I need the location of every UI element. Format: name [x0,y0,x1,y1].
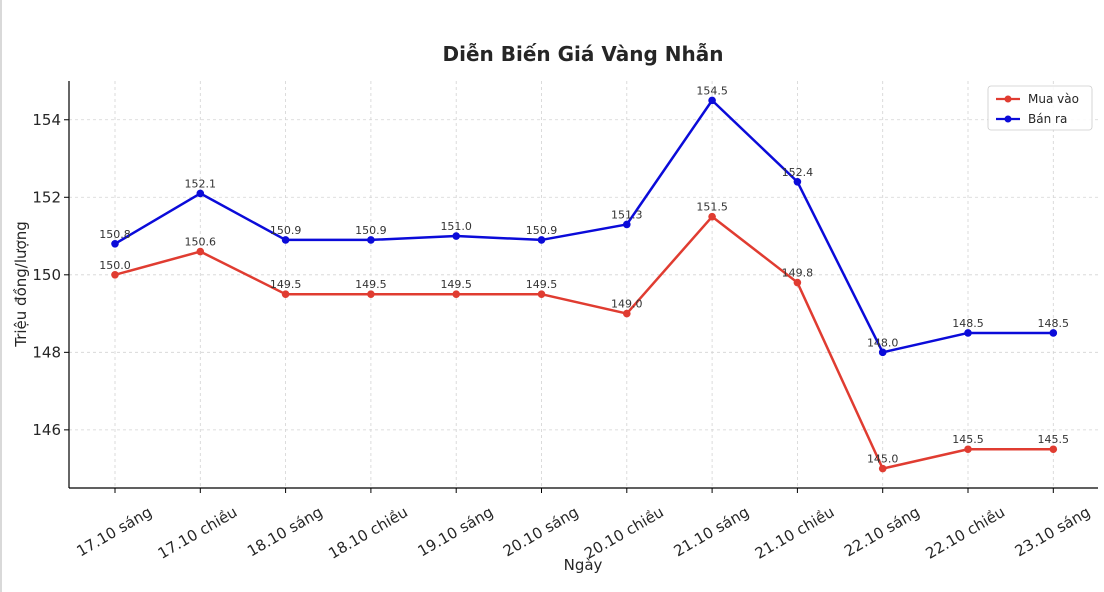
data-label-mua-vao: 145.5 [952,433,984,446]
data-label-ban-ra: 151.3 [611,208,643,221]
x-tick-label: 20.10 sáng [500,503,582,560]
data-label-mua-vao: 149.5 [355,278,387,291]
data-point-mua-vao [964,445,972,454]
data-point-mua-vao [708,212,716,221]
x-tick-label: 21.10 sáng [671,503,753,560]
y-axis-label: Triệu đồng/lượng [12,221,30,347]
data-label-ban-ra: 148.5 [1038,317,1070,330]
data-label-ban-ra: 148.0 [867,336,899,349]
x-tick-label: 18.10 chiều [325,503,411,563]
data-point-mua-vao [281,290,290,298]
chart-title: Diễn Biến Giá Vàng Nhẫn [443,42,724,66]
data-label-ban-ra: 148.5 [952,317,984,330]
data-label-ban-ra: 150.9 [270,224,302,237]
x-tick-label: 22.10 chiều [922,503,1008,563]
legend-label-mua-vao: Mua vào [1028,92,1079,106]
data-label-mua-vao: 145.0 [867,453,899,466]
data-label-mua-vao: 151.5 [696,201,728,214]
data-point-ban-ra [878,348,887,357]
data-point-ban-ra [623,220,631,229]
data-point-ban-ra [111,240,119,248]
data-point-mua-vao [537,290,546,298]
data-label-ban-ra: 150.9 [355,224,387,237]
data-label-mua-vao: 149.8 [782,267,814,280]
data-label-mua-vao: 149.5 [526,278,558,291]
legend: Mua vào Bán ra [987,85,1093,131]
data-label-ban-ra: 150.9 [526,224,558,237]
series-line-ban-ra [114,99,1054,354]
data-label-mua-vao: 149.5 [270,278,302,291]
grid-lines [69,81,1098,488]
x-tick-label: 22.10 sáng [841,503,923,560]
x-tick-label: 17.10 chiều [155,503,241,563]
x-tick-label: 18.10 sáng [244,503,326,560]
x-tick-label: 19.10 sáng [415,503,497,560]
data-point-ban-ra [452,232,461,240]
legend-label-ban-ra: Bán ra [1028,112,1067,126]
data-point-mua-vao [111,271,119,279]
data-label-mua-vao: 150.6 [185,236,217,249]
data-point-mua-vao [367,290,375,298]
x-axis-label: Ngày [564,556,603,574]
x-tick-label: 17.10 sáng [73,503,155,560]
series-line-mua-vao [114,215,1054,470]
y-tick-label: 148 [32,343,61,361]
data-label-ban-ra: 154.5 [696,84,728,97]
data-point-ban-ra [1049,329,1058,337]
data-point-mua-vao [793,278,802,287]
y-tick-label: 146 [32,421,61,439]
image-border [0,0,2,592]
data-point-mua-vao [1049,445,1058,454]
data-point-ban-ra [281,236,290,244]
x-tick-label: 21.10 chiều [752,503,838,563]
data-label-mua-vao: 149.0 [611,298,643,311]
data-label-mua-vao: 149.5 [440,278,472,291]
series [111,96,1058,473]
x-tick-label: 23.10 sáng [1012,503,1094,560]
data-point-ban-ra [537,236,546,244]
data-point-ban-ra [367,236,375,244]
data-label-ban-ra: 151.0 [440,220,472,233]
data-point-mua-vao [878,464,887,473]
data-point-ban-ra [708,96,716,105]
data-point-mua-vao [623,309,631,318]
data-label-mua-vao: 150.0 [99,259,131,272]
data-label-ban-ra: 152.4 [782,166,814,179]
axes [68,81,1098,489]
data-label-ban-ra: 152.1 [185,177,217,190]
y-tick-label: 150 [32,266,61,284]
data-labels: 150.0 150.6 149.5 149.5 149.5 149.5 149.0 151.5… [99,84,1069,465]
data-point-mua-vao [452,290,461,298]
data-label-ban-ra: 150.8 [99,228,131,241]
data-label-mua-vao: 145.5 [1038,433,1070,446]
legend-marker-ban-ra [1004,115,1012,123]
legend-marker-mua-vao [1004,95,1012,103]
data-point-mua-vao [196,247,205,256]
x-tick-label: 20.10 chiều [581,503,667,563]
data-point-ban-ra [793,177,802,186]
data-point-ban-ra [196,189,205,198]
data-point-ban-ra [964,329,972,337]
y-tick-label: 154 [32,111,61,129]
y-tick-label: 152 [32,188,61,206]
